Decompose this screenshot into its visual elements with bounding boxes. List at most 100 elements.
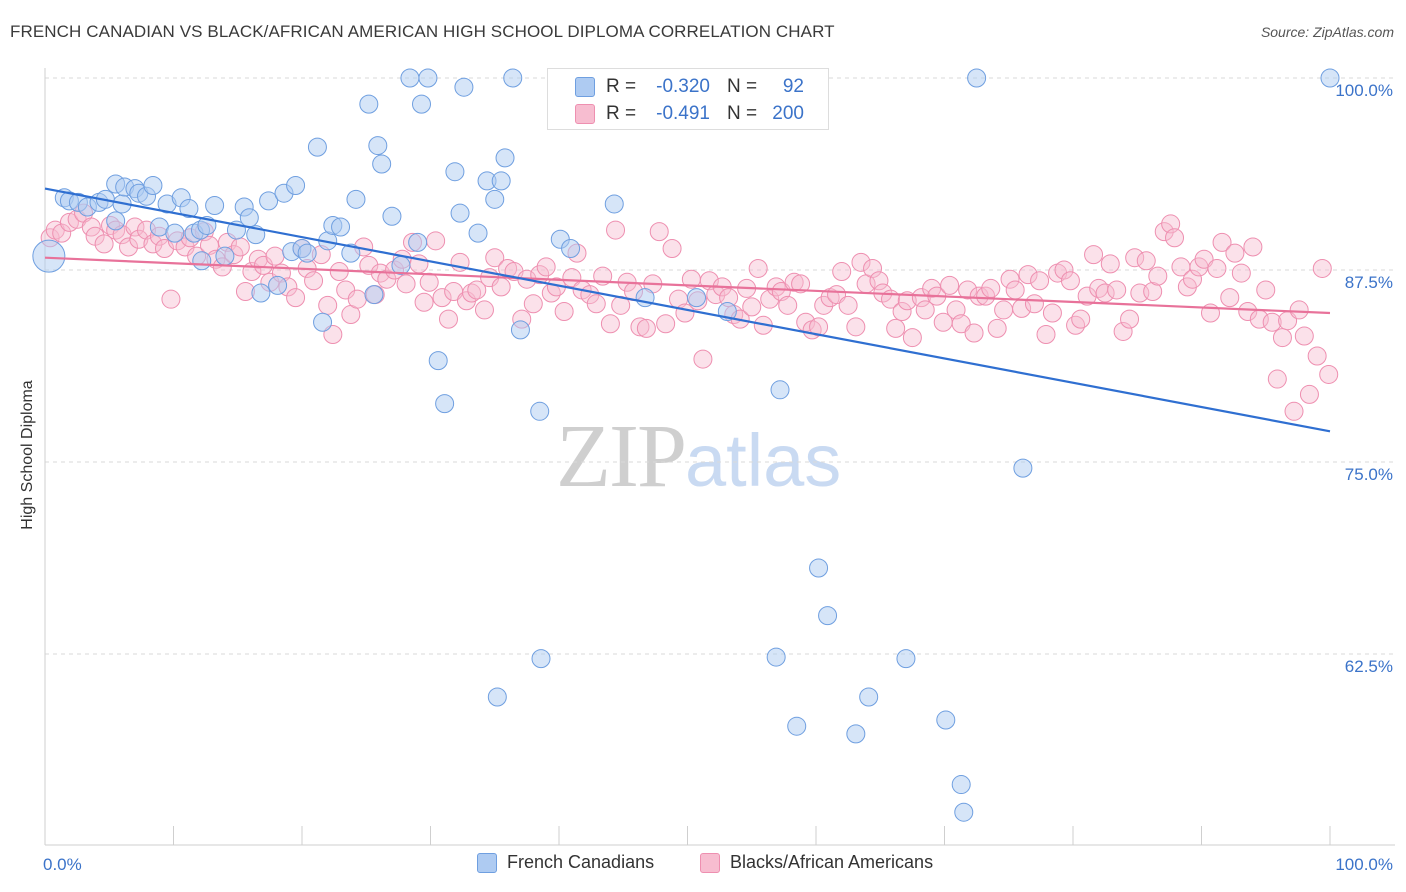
r-label: R = — [606, 76, 637, 97]
black-point — [474, 300, 494, 320]
french-point — [445, 162, 465, 182]
black-point — [1095, 283, 1115, 303]
french-point — [412, 94, 432, 114]
black-point — [760, 289, 780, 309]
stats-row-french: R = -0.320 N = 92 — [548, 73, 828, 101]
french-n-value: 92 — [782, 76, 804, 97]
black-point — [1060, 271, 1080, 291]
french-point — [951, 775, 971, 795]
black-point — [892, 301, 912, 321]
y-tick-label: 87.5% — [1345, 273, 1393, 292]
black-point — [1284, 401, 1304, 421]
french-point — [205, 195, 225, 215]
legend-item-black[interactable]: Blacks/African Americans — [700, 852, 933, 873]
black-point — [323, 325, 343, 345]
watermark-zip: ZIP — [556, 407, 687, 506]
french-point — [331, 217, 351, 237]
black-point — [1299, 384, 1319, 404]
series-blacks-points — [40, 203, 1339, 421]
r-label: R = — [606, 103, 637, 124]
black-point — [1183, 269, 1203, 289]
black-point — [1100, 254, 1120, 274]
black-point — [562, 268, 582, 288]
black-point — [1272, 328, 1292, 348]
black-point — [81, 217, 101, 237]
french-point — [954, 802, 974, 822]
black-point — [467, 280, 487, 300]
black-point — [554, 301, 574, 321]
french-point — [341, 243, 361, 263]
n-label: N = — [727, 103, 758, 124]
black-point — [1220, 288, 1240, 308]
black-point — [1307, 346, 1327, 366]
black-point — [59, 212, 79, 232]
french-point — [359, 94, 379, 114]
black-point — [1319, 364, 1339, 384]
french-point — [307, 137, 327, 157]
black-point — [838, 295, 858, 315]
french-point — [818, 606, 838, 626]
black-point — [791, 274, 811, 294]
black-point — [1262, 312, 1282, 332]
black-point — [915, 300, 935, 320]
black-point — [438, 309, 458, 329]
black-point — [832, 262, 852, 282]
french-point — [896, 649, 916, 669]
french-point — [846, 724, 866, 744]
black-point — [897, 291, 917, 311]
french-point — [686, 288, 706, 308]
black-point — [359, 255, 379, 275]
french-point — [179, 199, 199, 219]
black-point — [814, 295, 834, 315]
black-point — [432, 288, 452, 308]
black-point — [1294, 326, 1314, 346]
black-point — [630, 317, 650, 337]
black-point — [1143, 282, 1163, 302]
black-point — [230, 237, 250, 257]
french-point — [364, 285, 384, 305]
black-point — [1289, 300, 1309, 320]
black-point — [662, 238, 682, 258]
black-point — [969, 286, 989, 306]
legend-item-french[interactable]: French Canadians — [477, 852, 654, 873]
french-point — [770, 380, 790, 400]
black-point — [125, 217, 145, 237]
black-point — [265, 246, 285, 266]
black-point — [1005, 280, 1025, 300]
black-point — [940, 275, 960, 295]
black-point — [1042, 303, 1062, 323]
french-point — [268, 275, 288, 295]
x-tick-label: 100.0% — [1335, 855, 1393, 874]
black-point — [414, 292, 434, 312]
stats-row-black: R = -0.491 N = 200 — [548, 100, 828, 128]
black-point — [318, 295, 338, 315]
black-point — [1071, 309, 1091, 329]
black-point — [1125, 248, 1145, 268]
french-point — [106, 211, 126, 231]
black-point — [286, 288, 306, 308]
french-point — [215, 246, 235, 266]
black-point — [869, 271, 889, 291]
x-tick-label: 0.0% — [43, 855, 82, 874]
french-point — [561, 238, 581, 258]
french-point — [372, 154, 392, 174]
black-point — [784, 272, 804, 292]
black-point — [347, 289, 367, 309]
black-point — [248, 249, 268, 269]
french-point — [468, 223, 488, 243]
black-point — [748, 258, 768, 278]
black-point — [1024, 294, 1044, 314]
black-point — [1256, 280, 1276, 300]
french-point — [251, 283, 271, 303]
black-point — [693, 349, 713, 369]
black-point — [1243, 237, 1263, 257]
french-point — [766, 647, 786, 667]
black-point — [771, 282, 791, 302]
french-point — [487, 687, 507, 707]
black-point — [851, 252, 871, 272]
black-point — [199, 235, 219, 255]
chart-title: FRENCH CANADIAN VS BLACK/AFRICAN AMERICA… — [10, 22, 835, 41]
black-point — [886, 318, 906, 338]
french-point — [510, 320, 530, 340]
french-r-value: -0.320 — [656, 76, 710, 97]
